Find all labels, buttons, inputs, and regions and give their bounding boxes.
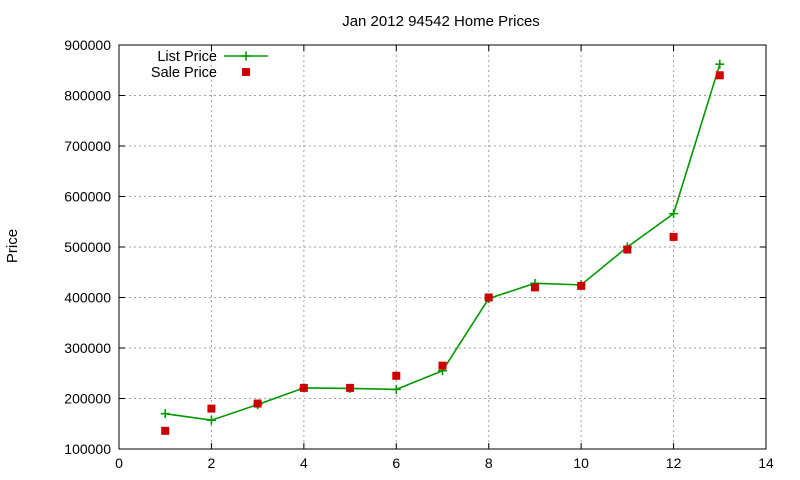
sale-price-point — [715, 71, 724, 80]
x-tick-label: 14 — [758, 455, 774, 471]
y-tick-label: 200000 — [64, 391, 111, 407]
sale-price-point — [207, 404, 216, 413]
sale-price-point — [438, 361, 447, 370]
list-price-point — [206, 415, 216, 425]
y-tick-label: 400000 — [64, 290, 111, 306]
y-tick-label: 700000 — [64, 138, 111, 154]
list-price-point — [160, 409, 170, 419]
legend-marker-sale-price — [242, 68, 250, 76]
x-tick-label: 6 — [392, 455, 400, 471]
legend-label-sale-price: Sale Price — [151, 65, 217, 81]
sale-price-point — [530, 283, 539, 292]
x-tick-label: 4 — [300, 455, 308, 471]
sale-price-point — [484, 293, 493, 302]
legend-label-list-price: List Price — [157, 49, 217, 65]
y-tick-label: 800000 — [64, 88, 111, 104]
x-tick-label: 0 — [115, 455, 123, 471]
sale-price-point — [299, 383, 308, 392]
chart-title: Jan 2012 94542 Home Prices — [342, 13, 540, 30]
x-tick-label: 10 — [573, 455, 589, 471]
y-tick-label: 600000 — [64, 189, 111, 205]
sale-price-point — [623, 245, 632, 254]
list-price-point — [669, 209, 679, 219]
y-tick-label: 500000 — [64, 239, 111, 255]
series-0 — [160, 59, 725, 425]
y-axis-label: Price — [4, 229, 21, 263]
x-tick-label: 12 — [666, 455, 682, 471]
y-tick-label: 300000 — [64, 340, 111, 356]
series-layer — [160, 59, 725, 435]
grid-lines — [119, 45, 766, 449]
sale-price-point — [161, 426, 170, 435]
sale-price-point — [577, 281, 586, 290]
sale-price-point — [669, 232, 678, 241]
list-price-point — [391, 384, 401, 394]
list-price-point — [715, 59, 725, 69]
sale-price-point — [253, 399, 262, 408]
y-tick-label: 900000 — [64, 37, 111, 53]
y-tick-label: 100000 — [64, 441, 111, 457]
legend-marker-list-price — [241, 51, 251, 61]
x-tick-label: 2 — [208, 455, 216, 471]
plot-frame — [118, 44, 767, 450]
axis-ticks: 0 2 4 6 8 10 12 14 100000 200000 300000 400000 50000… — [64, 37, 774, 471]
sale-price-point — [346, 383, 355, 392]
legend: List Price Sale Price — [151, 49, 268, 81]
series-1 — [161, 71, 724, 435]
sale-price-point — [392, 371, 401, 380]
x-tick-label: 8 — [485, 455, 493, 471]
